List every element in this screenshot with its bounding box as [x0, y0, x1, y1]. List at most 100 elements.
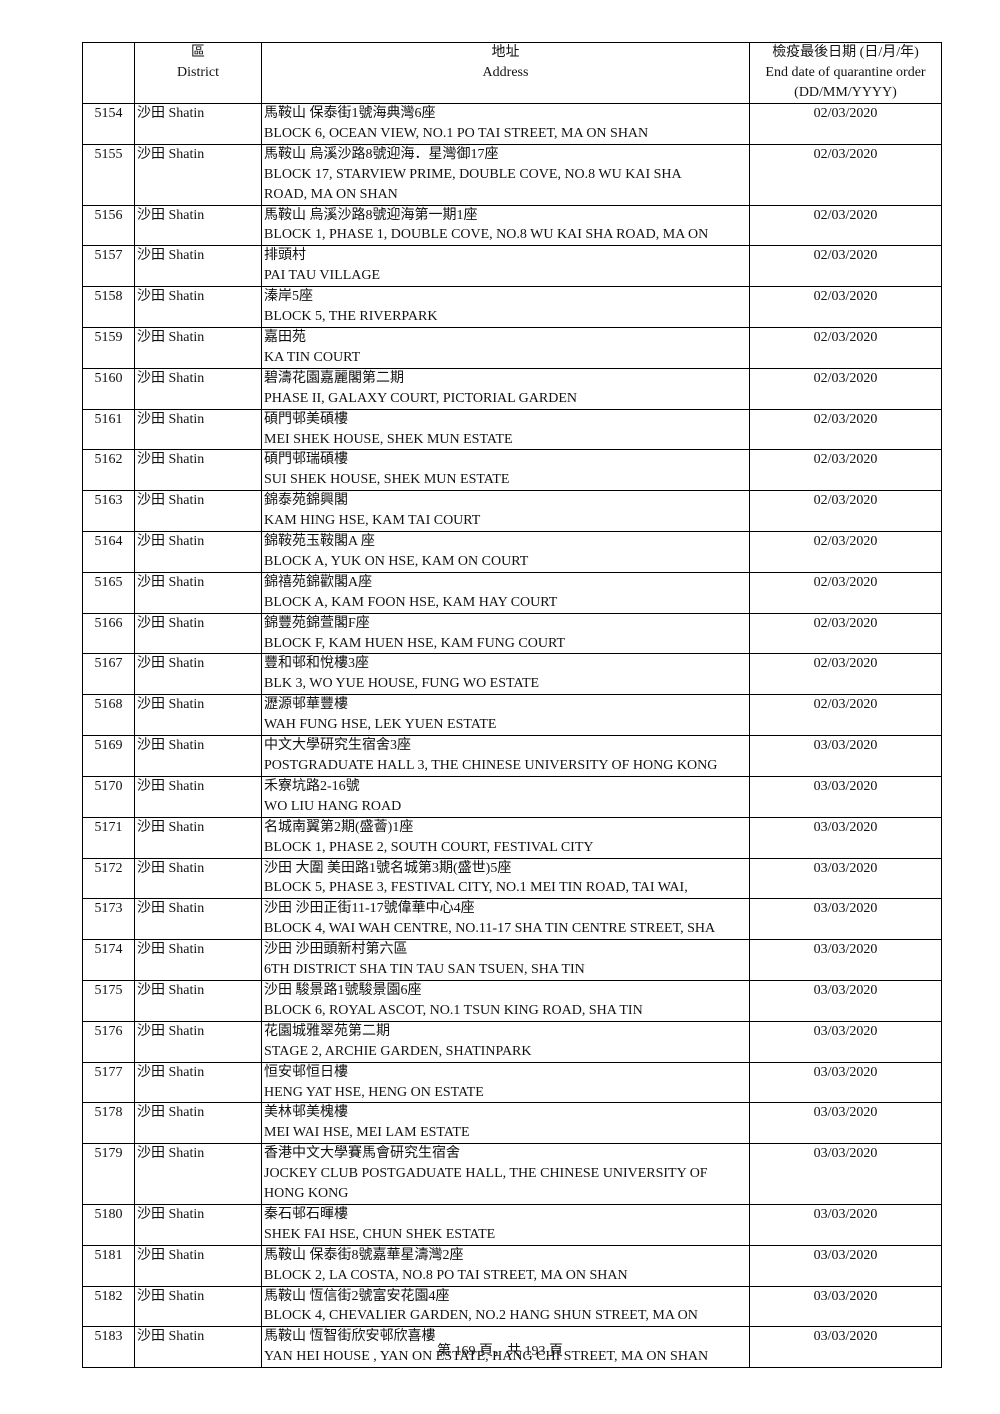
end-date: 02/03/2020: [749, 612, 942, 655]
address-line: 錦豐苑錦萱閣F座: [264, 615, 370, 631]
address-line: 瀝源邨華豐樓: [264, 697, 348, 713]
address-line: 名城南翼第2期(盛薈)1座: [264, 819, 414, 835]
address: 沙田 沙田正街11-17號偉華中心4座 BLOCK 4, WAI WAH CENT…: [261, 898, 750, 941]
address-line: 沙田 沙田頭新村第六區: [264, 942, 408, 958]
table-row: 5163 沙田 Shatin 錦泰苑錦興閣 KAM HING HSE, KAM TAI…: [82, 490, 942, 533]
table-row: 5171 沙田 Shatin 名城南翼第2期(盛薈)1座 BLOCK 1, PHASE…: [82, 816, 942, 859]
address-line: 錦泰苑錦興閣: [264, 493, 348, 509]
district: 沙田 Shatin: [134, 449, 262, 492]
address-line: 花園城雅翠苑第二期: [264, 1023, 390, 1039]
address-line: 嘉田苑: [264, 329, 306, 345]
address: 美林邨美槐樓 MEI WAI HSE, MEI LAM ESTATE: [261, 1102, 750, 1145]
end-date: 02/03/2020: [749, 694, 942, 737]
row-number: 5182: [82, 1285, 135, 1328]
address: 禾寮坑路2-16號 WO LIU HANG ROAD: [261, 775, 750, 818]
end-date: 02/03/2020: [749, 326, 942, 369]
address-line: BLOCK 6, OCEAN VIEW, NO.1 PO TAI STREET,…: [264, 125, 649, 141]
address-line: YAN HEI HOUSE , YAN ON ESTATE, HANG CHI …: [264, 1349, 709, 1365]
address-line: 馬鞍山 恆信街2號富安花園4座: [264, 1288, 450, 1304]
end-date: 02/03/2020: [749, 531, 942, 573]
address: 香港中文大學賽馬會研究生宿舍 JOCKEY CLUB POSTGADUATE HA…: [261, 1143, 750, 1205]
row-number: 5172: [82, 857, 135, 900]
end-date: 03/03/2020: [749, 1244, 942, 1287]
address: 碧濤花園嘉麗閣第二期 PHASE II, GALAXY COURT, PICTOR…: [261, 367, 750, 410]
address-line: 豐和邨和悅樓3座: [264, 656, 369, 672]
address: 溱岸5座 BLOCK 5, THE RIVERPARK: [261, 286, 750, 328]
address-line: HENG YAT HSE, HENG ON ESTATE: [264, 1084, 484, 1100]
district: 沙田 Shatin: [134, 612, 262, 655]
district: 沙田 Shatin: [134, 694, 262, 737]
end-date: 03/03/2020: [749, 1143, 942, 1205]
table-row: 5176 沙田 Shatin 花園城雅翠苑第二期 STAGE 2, ARCHIE GA…: [82, 1020, 942, 1063]
address-line: 香港中文大學賽馬會研究生宿舍: [264, 1146, 460, 1162]
district: 沙田 Shatin: [134, 490, 262, 533]
header-cell: [82, 42, 135, 104]
address-line: POSTGRADUATE HALL 3, THE CHINESE UNIVERS…: [264, 758, 718, 773]
table-row: 5172 沙田 Shatin 沙田 大圍 美田路1號名城第3期(盛世)5座 BLOCK…: [82, 857, 942, 900]
header-text: 檢疫最後日期 (日/月/年): [772, 45, 919, 60]
address-line: 沙田 沙田正街11-17號偉華中心4座: [264, 901, 475, 917]
end-date: 03/03/2020: [749, 1061, 942, 1104]
table-row: 5165 沙田 Shatin 錦禧苑錦歡閣A座 BLOCK A, KAM FOON H…: [82, 571, 942, 614]
end-date: 02/03/2020: [749, 103, 942, 145]
table-row: 5174 沙田 Shatin 沙田 沙田頭新村第六區 6TH DISTRICT SHA…: [82, 939, 942, 981]
district: 沙田 Shatin: [134, 1285, 262, 1328]
address: 碩門邨瑞碩樓 SUI SHEK HOUSE, SHEK MUN ESTATE: [261, 449, 750, 492]
header-cell: 地址 Address: [261, 42, 750, 104]
end-date: 02/03/2020: [749, 653, 942, 696]
table-row: 5164 沙田 Shatin 錦鞍苑玉鞍閣A 座 BLOCK A, YUK ON HS…: [82, 531, 942, 573]
row-number: 5159: [82, 326, 135, 369]
end-date: 02/03/2020: [749, 449, 942, 492]
end-date: 02/03/2020: [749, 286, 942, 328]
row-number: 5180: [82, 1203, 135, 1246]
row-number: 5175: [82, 979, 135, 1022]
end-date: 03/03/2020: [749, 735, 942, 777]
address-line: WO LIU HANG ROAD: [264, 798, 402, 814]
table-row: 5166 沙田 Shatin 錦豐苑錦萱閣F座 BLOCK F, KAM HUEN H…: [82, 612, 942, 655]
row-number: 5173: [82, 898, 135, 941]
address-line: MEI SHEK HOUSE, SHEK MUN ESTATE: [264, 431, 513, 447]
address: 錦泰苑錦興閣 KAM HING HSE, KAM TAI COURT: [261, 490, 750, 533]
table-row: 5173 沙田 Shatin 沙田 沙田正街11-17號偉華中心4座 BLOCK 4,…: [82, 898, 942, 941]
address: 豐和邨和悅樓3座 BLK 3, WO YUE HOUSE, FUNG WO EST…: [261, 653, 750, 696]
table-row: 5162 沙田 Shatin 碩門邨瑞碩樓 SUI SHEK HOUSE, SHEK …: [82, 449, 942, 492]
end-date: 02/03/2020: [749, 245, 942, 288]
row-number: 5168: [82, 694, 135, 737]
table-row: 5170 沙田 Shatin 禾寮坑路2-16號 WO LIU HANG ROAD 03…: [82, 775, 942, 818]
header-text: 地址: [491, 45, 520, 60]
address: 恒安邨恒日樓 HENG YAT HSE, HENG ON ESTATE: [261, 1061, 750, 1104]
address-line: BLOCK 5, THE RIVERPARK: [264, 309, 438, 325]
table-row: 5154 沙田 Shatin 馬鞍山 保泰街1號海典灣6座 BLOCK 6, OCEA…: [82, 103, 942, 145]
table-row: 5160 沙田 Shatin 碧濤花園嘉麗閣第二期 PHASE II, GALAXY …: [82, 367, 942, 410]
district: 沙田 Shatin: [134, 939, 262, 981]
address-line: PAI TAU VILLAGE: [264, 268, 381, 284]
address-line: 美林邨美槐樓: [264, 1105, 348, 1121]
district: 沙田 Shatin: [134, 408, 262, 451]
row-number: 5169: [82, 735, 135, 777]
header-text: 區: [191, 45, 205, 60]
address: 花園城雅翠苑第二期 STAGE 2, ARCHIE GARDEN, SHATINP…: [261, 1020, 750, 1063]
district: 沙田 Shatin: [134, 1102, 262, 1145]
page-footer: 第 169 頁，共 193 頁: [437, 1344, 563, 1359]
address-line: ROAD, MA ON SHAN: [264, 186, 398, 202]
table-row: 5178 沙田 Shatin 美林邨美槐樓 MEI WAI HSE, MEI LAM …: [82, 1102, 942, 1145]
table-row: 5181 沙田 Shatin 馬鞍山 保泰街8號嘉華星濤灣2座 BLOCK 2, LA…: [82, 1244, 942, 1287]
address-line: 馬鞍山 恆智街欣安邨欣喜樓: [264, 1329, 436, 1345]
end-date: 03/03/2020: [749, 898, 942, 941]
address-line: 禾寮坑路2-16號: [264, 778, 360, 794]
table-row: 5182 沙田 Shatin 馬鞍山 恆信街2號富安花園4座 BLOCK 4, CHE…: [82, 1285, 942, 1328]
end-date: 03/03/2020: [749, 1285, 942, 1328]
row-number: 5183: [82, 1326, 135, 1369]
table-row: 5180 沙田 Shatin 秦石邨石暉樓 SHEK FAI HSE, CHUN SH…: [82, 1203, 942, 1246]
row-number: 5155: [82, 143, 135, 206]
address-line: BLOCK 1, PHASE 1, DOUBLE COVE, NO.8 WU K…: [264, 227, 709, 243]
address-line: 錦禧苑錦歡閣A座: [264, 574, 373, 590]
district: 沙田 Shatin: [134, 571, 262, 614]
address-line: WAH FUNG HSE, LEK YUEN ESTATE: [264, 717, 497, 733]
table-row: 5156 沙田 Shatin 馬鞍山 烏溪沙路8號迎海第一期1座 BLOCK 1, P…: [82, 204, 942, 247]
address: 碩門邨美碩樓 MEI SHEK HOUSE, SHEK MUN ESTATE: [261, 408, 750, 451]
row-number: 5176: [82, 1020, 135, 1063]
table-row: 5175 沙田 Shatin 沙田 駿景路1號駿景園6座 BLOCK 6, ROYAL…: [82, 979, 942, 1022]
district: 沙田 Shatin: [134, 245, 262, 288]
